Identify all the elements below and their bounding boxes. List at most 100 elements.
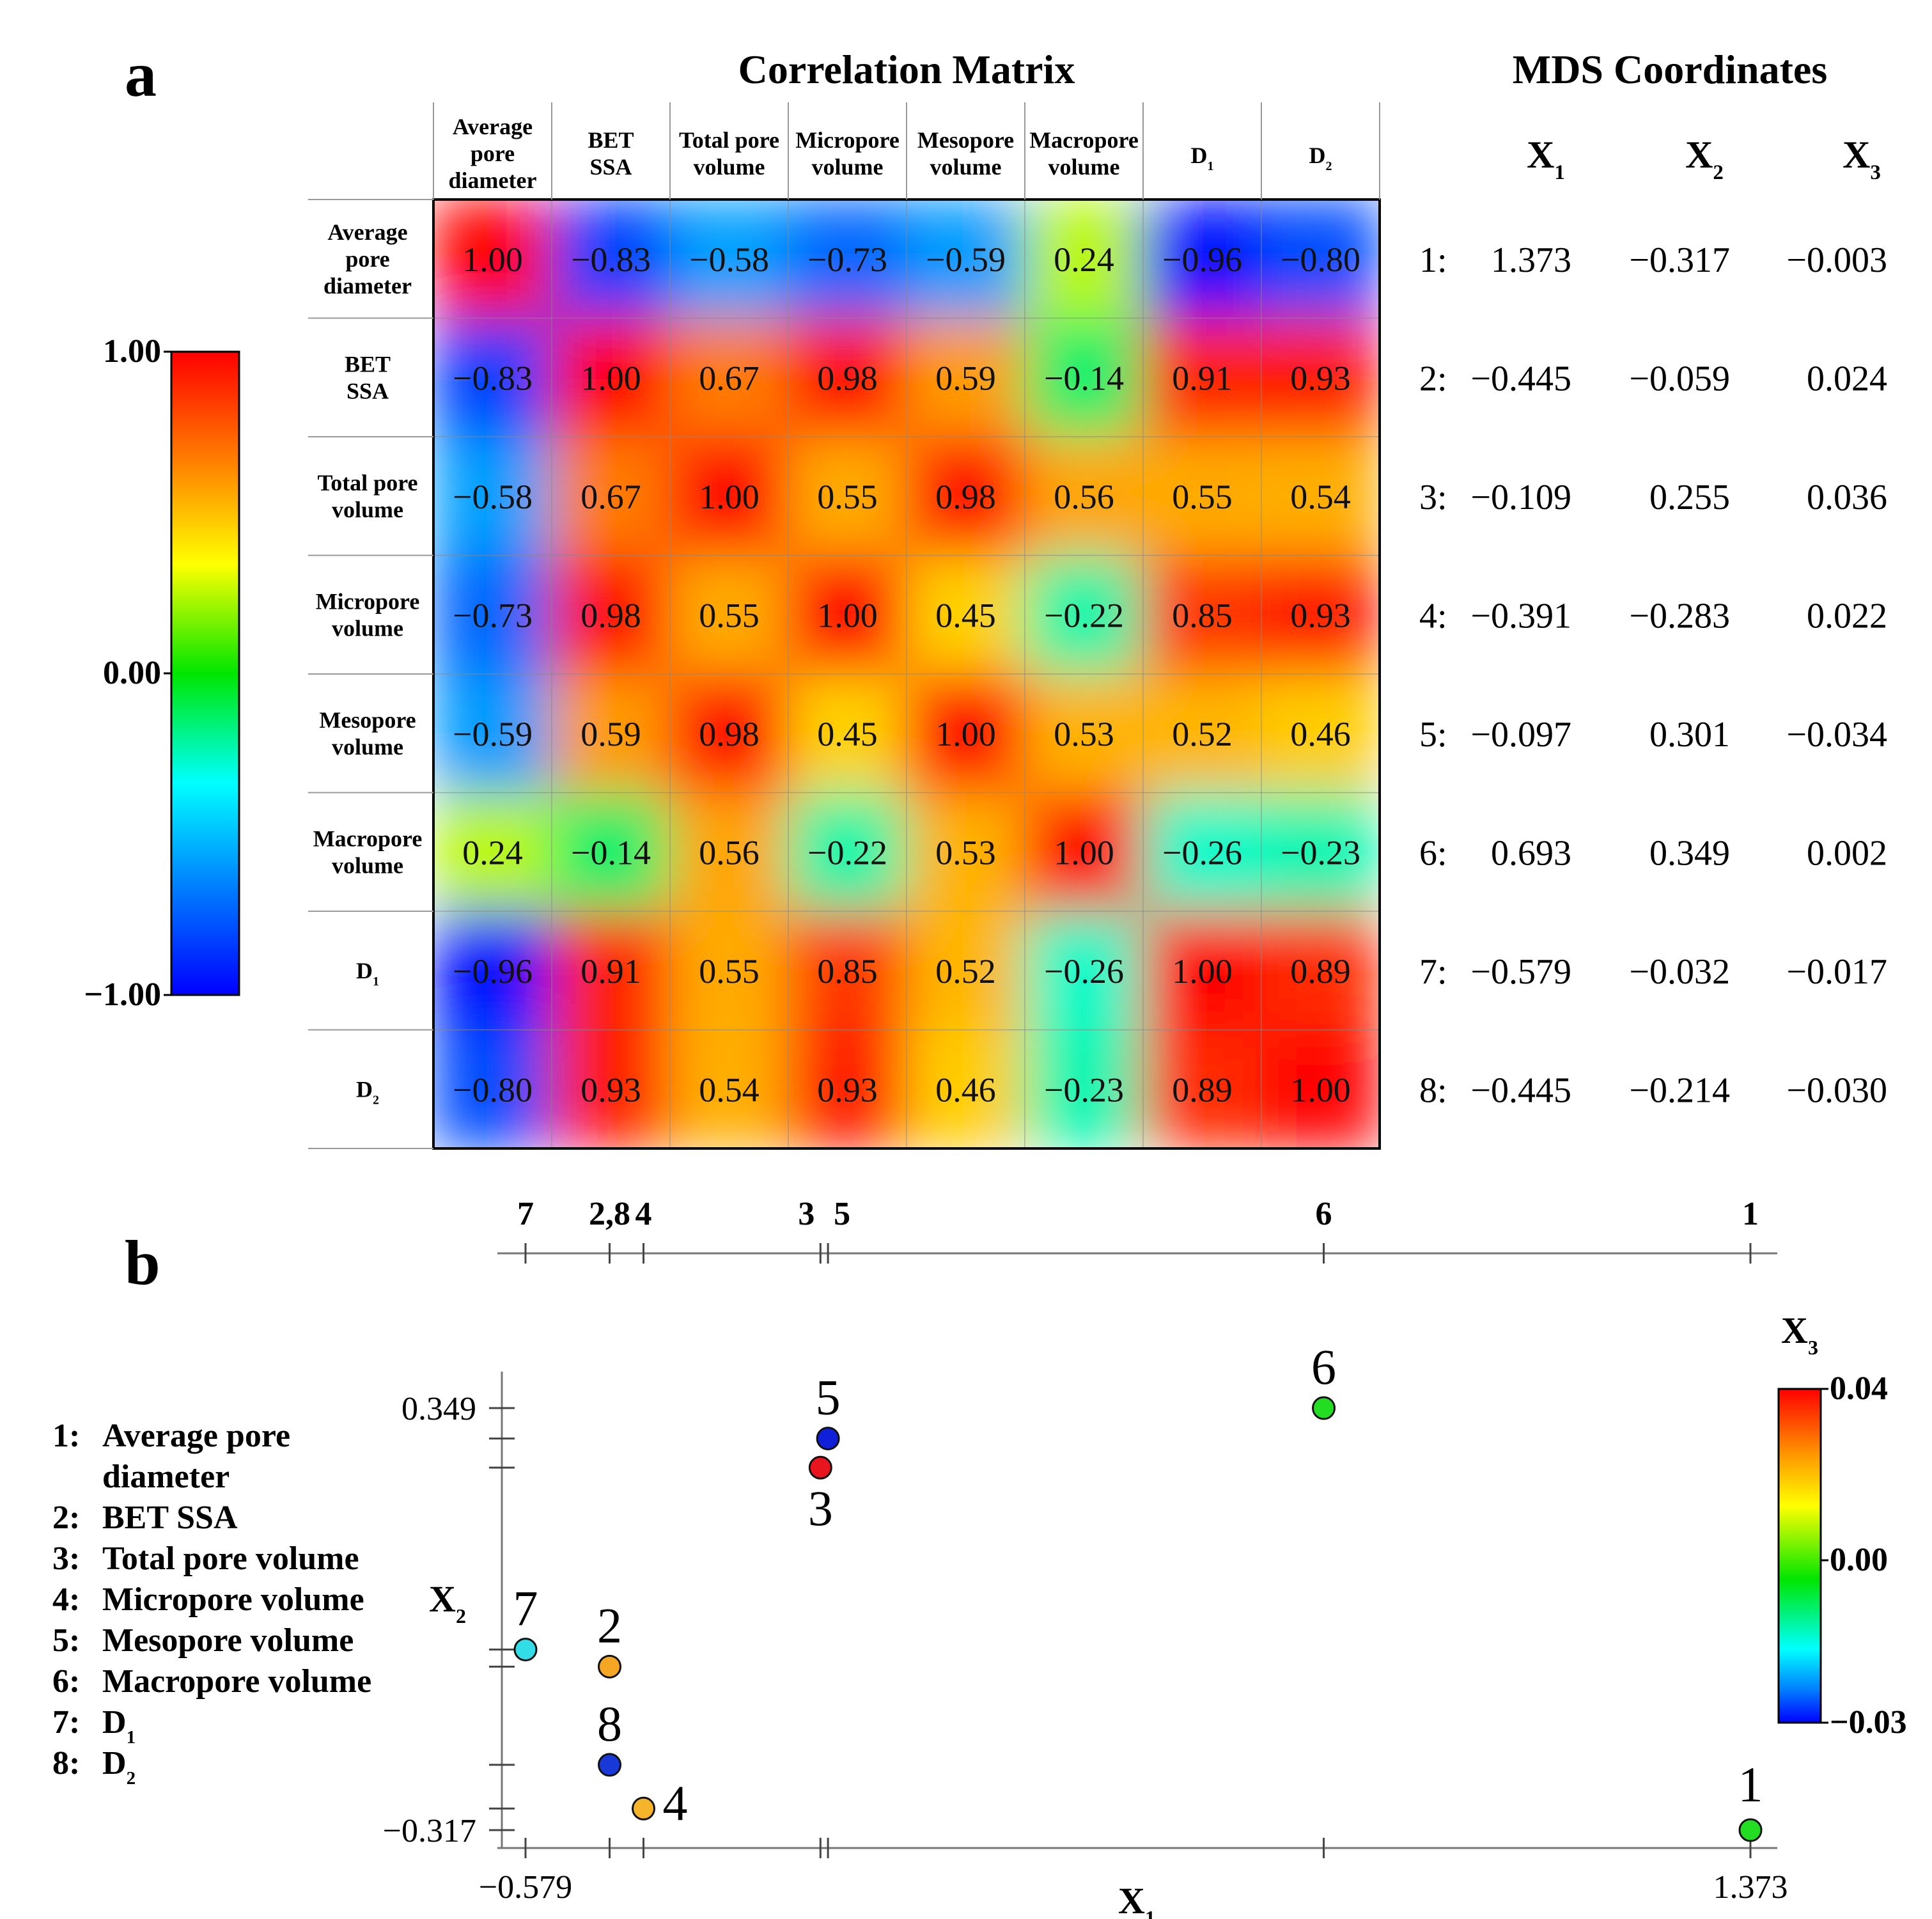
heatmap-cell [433,200,552,319]
heatmap-cell [433,673,552,794]
heatmap-cell [1261,436,1380,556]
mds-coordinate-value: −0.034 [1786,715,1887,755]
heatmap-value-label: 0.24 [462,833,523,872]
correlation-colorbar-gradient [170,350,240,996]
heatmap-value-label: 1.00 [817,596,878,634]
heatmap-cell [1142,911,1262,1031]
heatmap-value-label: 0.53 [935,833,996,872]
legend-number: 6: [52,1663,80,1700]
x-axis-tick-label: −0.579 [479,1869,572,1906]
scatter-point [1312,1396,1336,1420]
heatmap-cell [1261,200,1380,319]
colorbar-b-title: X3 [1781,1310,1818,1359]
heatmap-value-label: 0.93 [1290,596,1351,634]
matrix-row-header: Macropore volume [313,826,423,878]
mds-coordinate-value: −0.391 [1470,596,1571,636]
heatmap-cell [551,317,671,437]
heatmap-value-label: 0.59 [935,359,996,397]
scatter-point-label: 8 [597,1696,622,1751]
heatmap-cell [906,792,1025,912]
heatmap-cell [669,200,789,319]
projection-axis-label: 6 [1316,1196,1332,1232]
heatmap-value-label: 1.00 [699,478,760,516]
mds-coordinate-value: 0.036 [1807,478,1887,517]
scatter-points: 1 2 3 4 5 6 7 8 [513,1339,1763,1842]
heatmap-cell [906,317,1025,437]
heatmap-cell [788,317,907,437]
heatmap-cell [433,911,552,1031]
heatmap-value-label: 1.00 [580,359,641,397]
panel-label-a: a [125,39,157,110]
heatmap-value-label: 0.56 [1054,478,1114,516]
mds-coordinate-value: 0.255 [1649,478,1730,517]
heatmap-value-label: 0.54 [699,1070,760,1109]
heatmap-value-label: −0.73 [807,240,887,279]
scatter-point-label: 6 [1311,1339,1336,1395]
heatmap-value-label: 0.85 [1172,596,1233,634]
mds-row-label: 1: [1419,240,1447,280]
mds-coordinate-value: −0.317 [1629,240,1730,280]
heatmap-value-label: −0.22 [807,833,887,872]
colorbar-b-tick-min: −0.03 [1830,1704,1907,1741]
mds-coordinate-value: −0.445 [1470,359,1571,398]
correlation-heatmap: 1.00 −0.83 −0.58 −0.73 −0.59 0.24 −0.96 −0.80 −0… [432,198,1381,1150]
heatmap-value-label: 0.91 [1172,359,1233,397]
heatmap-cell [1261,554,1380,675]
heatmap-value-label: −0.83 [571,240,651,279]
heatmap-cell [1024,673,1144,794]
x-axis-tick-label: 1.373 [1713,1869,1788,1906]
matrix-row-header: Micropore volume [316,588,420,641]
y-axis-tick-label: −0.317 [383,1813,476,1849]
scatter-point-label: 5 [816,1370,841,1425]
heatmap-value-label: 0.91 [580,952,641,991]
heatmap-value-label: −0.26 [1044,952,1124,991]
mds-coordinate-value: 0.024 [1807,359,1887,398]
heatmap-value-label: −0.96 [1162,240,1242,279]
heatmap-value-label: −0.26 [1162,833,1242,872]
projection-axis-label: 3 [798,1196,814,1232]
heatmap-value-label: 0.55 [1172,478,1233,516]
heatmap-value-label: 0.56 [699,833,760,872]
mds-coordinate-value: 0.022 [1807,596,1887,636]
heatmap-value-label: −0.59 [453,715,533,753]
heatmap-cell [1261,317,1380,437]
legend-label: Mesopore volume [102,1622,354,1659]
heatmap-value-label: 0.98 [935,478,996,516]
heatmap-cell [433,1029,552,1148]
heatmap-value-label: 0.89 [1172,1070,1233,1109]
heatmap-cell [788,200,907,319]
heatmap-cell [788,673,907,794]
heatmap-value-label: 0.52 [935,952,996,991]
heatmap-cell [669,554,789,675]
correlation-colorbar: 1.00 0.00 −1.00 [84,333,240,1013]
heatmap-cell [433,436,552,556]
mds-row-label: 8: [1419,1070,1447,1110]
heatmap-value-label: 0.59 [580,715,641,753]
matrix-column-header: Mesopore volume [917,127,1014,180]
matrix-row-header: D2 [356,1076,379,1107]
legend-number: 3: [52,1540,80,1577]
mds-coordinate-value: −0.214 [1629,1070,1730,1110]
heatmap-cell [433,317,552,437]
mds-coordinate-value: −0.003 [1786,240,1887,280]
heatmap-cell [788,436,907,556]
mds-coordinate-value: 0.693 [1491,833,1571,873]
heatmap-cell [1142,792,1262,912]
scatter-point-label: 3 [808,1480,833,1536]
heatmap-cell [906,200,1025,319]
colorbar-a-tick-zero: 0.00 [103,655,161,691]
heatmap-cell [1142,317,1262,437]
heatmap-value-label: 0.54 [1290,478,1351,516]
mds-coordinates-title: MDS Coordinates [1513,47,1827,92]
mds-coordinate-value: 0.002 [1807,833,1887,873]
legend-label: Micropore volume [102,1581,364,1618]
scatter-point [598,1753,622,1777]
heatmap-value-label: 0.53 [1054,715,1114,753]
matrix-column-headers: Average pore diameter BET SSA Total pore volum… [433,102,1380,200]
heatmap-value-label: 0.24 [1054,240,1114,279]
legend-number: 4: [52,1581,80,1618]
legend-label: Average pore [102,1418,290,1454]
matrix-column-header: Total pore volume [679,127,779,180]
matrix-column-header: Average pore diameter [449,114,537,193]
heatmap-cell [788,911,907,1031]
